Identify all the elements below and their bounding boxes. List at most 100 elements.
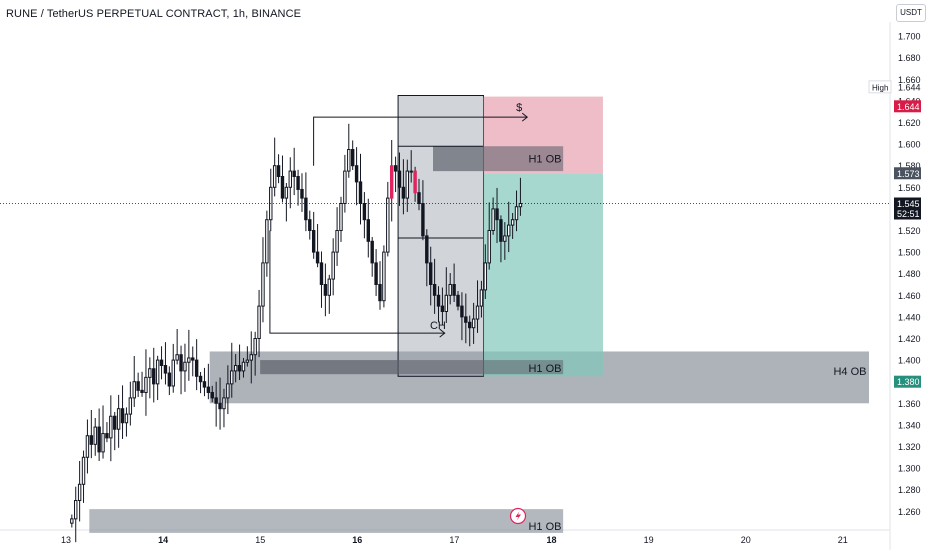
candle-35 — [206, 363, 211, 400]
candle-100 — [460, 292, 464, 341]
candle-body — [421, 203, 425, 237]
candle-115 — [518, 177, 523, 216]
candles-layer — [70, 123, 523, 543]
candle-102 — [468, 315, 472, 347]
candle-body — [440, 305, 445, 313]
candle-body — [175, 354, 179, 361]
candle-body — [354, 165, 359, 183]
zone-3 — [89, 509, 564, 533]
candle-body — [366, 219, 371, 242]
candle-81 — [386, 181, 390, 257]
candle-body — [194, 359, 199, 377]
candle-41 — [230, 342, 234, 398]
candle-110 — [499, 215, 503, 263]
liquidity-arrow — [521, 112, 529, 122]
price-tick-label: 1.520 — [898, 226, 921, 236]
time-tick-label: 16 — [352, 535, 362, 545]
candle-29 — [183, 343, 187, 392]
candle-99 — [456, 290, 460, 311]
candle-body — [116, 408, 121, 430]
candle-9 — [105, 422, 109, 443]
candle-body — [210, 392, 214, 399]
candle-body — [417, 192, 421, 204]
high-badge-text: 1.644 — [897, 102, 920, 112]
candle-83 — [393, 156, 398, 193]
price-tick-label: 1.340 — [898, 420, 921, 430]
highlighted-candle-body — [389, 165, 394, 199]
candle-114 — [514, 190, 519, 232]
candle-body — [518, 203, 523, 208]
candle-body — [409, 170, 413, 173]
candle-53 — [276, 154, 281, 184]
candle-body — [148, 368, 152, 378]
candle-body — [343, 170, 347, 205]
candle-body — [237, 365, 242, 372]
candle-body — [187, 357, 191, 363]
candle-67 — [331, 238, 335, 296]
high-marker: High 1.644 — [868, 80, 921, 94]
candle-body — [296, 176, 300, 190]
time-tick-label: 21 — [838, 535, 848, 545]
candle-body — [304, 197, 308, 221]
candle-body — [452, 284, 456, 296]
candle-body — [105, 433, 109, 439]
candle-106 — [483, 244, 488, 299]
price-tick-label: 1.620 — [898, 118, 921, 128]
candle-84 — [397, 152, 402, 206]
dollar-label: $ — [516, 102, 522, 114]
candle-60 — [304, 172, 308, 232]
candle-body — [144, 376, 148, 394]
candle-5 — [89, 409, 94, 459]
candle-body — [327, 278, 331, 296]
high-badge: 1.644 — [894, 100, 921, 113]
candle-body — [382, 251, 386, 302]
candle-body — [245, 359, 250, 363]
candle-body — [74, 500, 78, 520]
candle-body — [405, 170, 410, 199]
candle-body — [483, 262, 488, 291]
candle-body — [202, 381, 207, 388]
candle-body — [432, 284, 437, 296]
candle-58 — [296, 169, 300, 206]
candle-body — [358, 181, 363, 204]
candle-body — [120, 408, 125, 424]
candle-body — [487, 230, 491, 264]
candle-92 — [428, 246, 433, 306]
candle-body — [448, 284, 452, 296]
price-tick-label: 1.660 — [898, 75, 921, 85]
candle-47 — [253, 331, 257, 376]
high-label: High — [872, 83, 888, 92]
zone-overlay-2 — [433, 146, 564, 172]
candle-body — [464, 316, 468, 323]
time-tick-label: 15 — [255, 535, 265, 545]
candle-body — [378, 284, 382, 302]
candle-body — [323, 284, 328, 296]
candle-103 — [471, 302, 476, 344]
candle-40 — [226, 365, 230, 415]
candle-body — [136, 381, 140, 391]
level-badge: 1.573 — [894, 167, 921, 180]
candle-85 — [401, 159, 406, 215]
candle-4 — [85, 419, 90, 474]
candle-body — [280, 176, 285, 199]
candle-18 — [140, 371, 144, 397]
currency-badge[interactable]: USDT — [896, 4, 926, 22]
candle-98 — [452, 263, 456, 302]
price-tick-label: 1.440 — [898, 312, 921, 322]
candle-body — [386, 197, 390, 253]
high-label-box — [868, 80, 892, 94]
candle-body — [397, 170, 402, 188]
candle-3 — [81, 450, 86, 503]
candle-body — [479, 289, 484, 307]
candle-63 — [315, 224, 320, 268]
candle-body — [101, 433, 105, 453]
zone-labels: H1 OB H1 OB H1 OB H4 OB — [509, 153, 867, 533]
candle-body — [93, 426, 97, 445]
candle-body — [261, 262, 265, 307]
candle-body — [179, 354, 183, 372]
candle-104 — [475, 280, 480, 333]
candle-body — [401, 186, 406, 199]
